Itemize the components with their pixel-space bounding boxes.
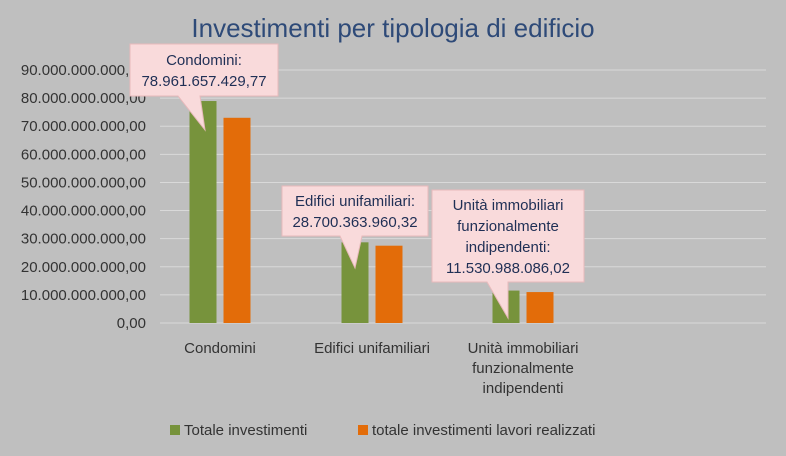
data-callout: Unità immobiliari funzionalmente indipende… — [431, 189, 585, 320]
data-callout: Condomini: 78.961.657.429,77 — [129, 43, 279, 132]
legend-swatch — [358, 425, 368, 435]
y-tick-label: 60.000.000.000,00 — [21, 146, 146, 163]
y-axis-tick-labels: 0,00 10.000.000.000,00 20.000.000.000,00 30… — [21, 62, 146, 332]
data-callout: Edifici unifamiliari: 28.700.363.960,32 — [281, 185, 429, 270]
y-tick-label: 70.000.000.000,00 — [21, 118, 146, 135]
y-tick-label: 40.000.000.000,00 — [21, 203, 146, 220]
y-tick-label: 0,00 — [117, 315, 146, 332]
bar-lavori-realizzati — [526, 292, 554, 323]
callout-label: Edifici unifamiliari: — [295, 193, 415, 210]
y-tick-label: 10.000.000.000,00 — [21, 287, 146, 304]
y-tick-label: 50.000.000.000,00 — [21, 174, 146, 191]
data-callouts: Condomini: 78.961.657.429,77 Edifici unifa… — [129, 43, 585, 320]
callout-bubble — [129, 43, 279, 132]
callout-bubble — [431, 189, 585, 320]
chart-title: Investimenti per tipologia di edificio — [191, 13, 594, 43]
x-category-label: indipendenti — [483, 380, 564, 397]
legend: Totale investimenti totale investimenti l… — [170, 422, 595, 439]
callout-label: indipendenti: — [465, 239, 550, 256]
x-category-label: funzionalmente — [472, 360, 574, 377]
y-tick-label: 90.000.000.000,00 — [21, 62, 146, 79]
y-tick-label: 30.000.000.000,00 — [21, 231, 146, 248]
bar-lavori-realizzati — [223, 117, 251, 324]
bar-totale-investimenti — [189, 101, 217, 324]
legend-swatch — [170, 425, 180, 435]
bars — [189, 101, 554, 324]
callout-bubble — [281, 185, 429, 270]
callout-label: funzionalmente — [457, 218, 559, 235]
y-tick-label: 20.000.000.000,00 — [21, 259, 146, 276]
callout-label: Condomini: — [166, 52, 242, 69]
callout-label: 78.961.657.429,77 — [141, 73, 266, 90]
callout-label: 11.530.988.086,02 — [446, 260, 570, 277]
x-axis-category-labels: Condomini Edifici unifamiliari Unità immob… — [184, 340, 578, 397]
bar-lavori-realizzati — [375, 245, 403, 323]
legend-label: totale investimenti lavori realizzati — [372, 422, 595, 439]
legend-label: Totale investimenti — [184, 422, 307, 439]
x-category-label: Unità immobiliari — [468, 340, 579, 357]
x-category-label: Condomini — [184, 340, 256, 357]
callout-label: 28.700.363.960,32 — [292, 214, 417, 231]
callout-label: Unità immobiliari — [453, 197, 564, 214]
x-category-label: Edifici unifamiliari — [314, 340, 430, 357]
y-tick-label: 80.000.000.000,00 — [21, 90, 146, 107]
